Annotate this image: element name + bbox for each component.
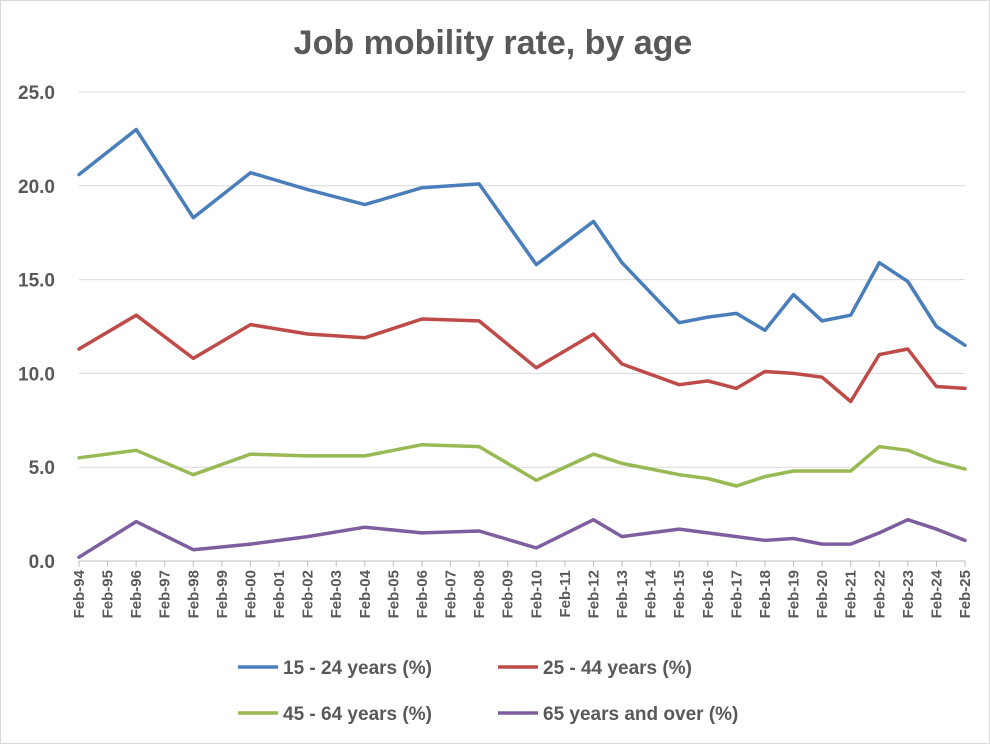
x-tick-label: Feb-11 [557,570,574,618]
legend-label: 45 - 64 years (%) [283,704,432,725]
x-tick-label: Feb-97 [157,570,174,618]
x-tick-label: Feb-20 [814,570,831,618]
x-tick-label: Feb-94 [71,569,88,618]
x-tick-label: Feb-04 [357,569,374,618]
x-tick-label: Feb-12 [585,570,602,618]
gridlines [79,91,965,562]
x-tick-label: Feb-13 [614,570,631,618]
x-tick-label: Feb-01 [271,570,288,618]
x-tick-label: Feb-16 [700,570,717,618]
x-tick-label: Feb-02 [300,570,317,618]
x-tick-label: Feb-25 [957,570,974,618]
y-tick-label: 0.0 [29,552,55,573]
y-tick-label: 25.0 [18,83,55,104]
x-tick-label: Feb-05 [385,570,402,618]
y-tick-label: 5.0 [29,458,55,479]
x-tick-label: Feb-15 [671,570,688,618]
y-axis-ticks: 0.0 5.0 10.0 15.0 20.0 25.0 [18,83,55,573]
legend: 15 - 24 years (%) 25 - 44 years (%) 45 - 6… [238,658,738,725]
x-tick-label: Feb-00 [242,570,259,618]
y-tick-label: 15.0 [18,271,55,292]
x-tick-label: Feb-95 [100,570,117,618]
legend-label: 25 - 44 years (%) [543,658,692,679]
x-tick-label: Feb-99 [214,570,231,618]
x-tick-label: Feb-18 [757,570,774,618]
x-tick-label: Feb-22 [871,570,888,618]
x-tick-label: Feb-17 [728,570,745,618]
x-tick-label: Feb-24 [928,569,945,618]
x-tick-label: Feb-06 [414,570,431,618]
x-tick-label: Feb-03 [328,570,345,618]
chart-title: Job mobility rate, by age [294,24,693,62]
series-line-3 [77,442,967,488]
series-lines [77,127,967,559]
x-tick-label: Feb-14 [643,569,660,618]
y-tick-label: 20.0 [18,177,55,198]
legend-label: 15 - 24 years (%) [283,658,432,679]
x-tick-label: Feb-98 [185,570,202,618]
x-tick-label: Feb-23 [900,570,917,618]
x-tick-label: Feb-96 [128,570,145,618]
y-tick-label: 10.0 [18,364,55,385]
x-tick-label: Feb-08 [471,570,488,618]
x-tick-label: Feb-21 [843,570,860,618]
series-line-4 [77,517,967,559]
legend-label: 65 years and over (%) [543,704,738,725]
x-tick-label: Feb-10 [528,570,545,618]
series-line-2 [77,313,967,404]
x-tick-label: Feb-09 [500,570,517,618]
x-axis: Feb-94 Feb-95 Feb-96 Feb-97 Feb-98 Feb-99 Feb-… [71,560,974,618]
x-tick-label: Feb-19 [786,570,803,618]
series-line-1 [77,127,967,348]
x-tick-label: Feb-07 [443,570,460,618]
